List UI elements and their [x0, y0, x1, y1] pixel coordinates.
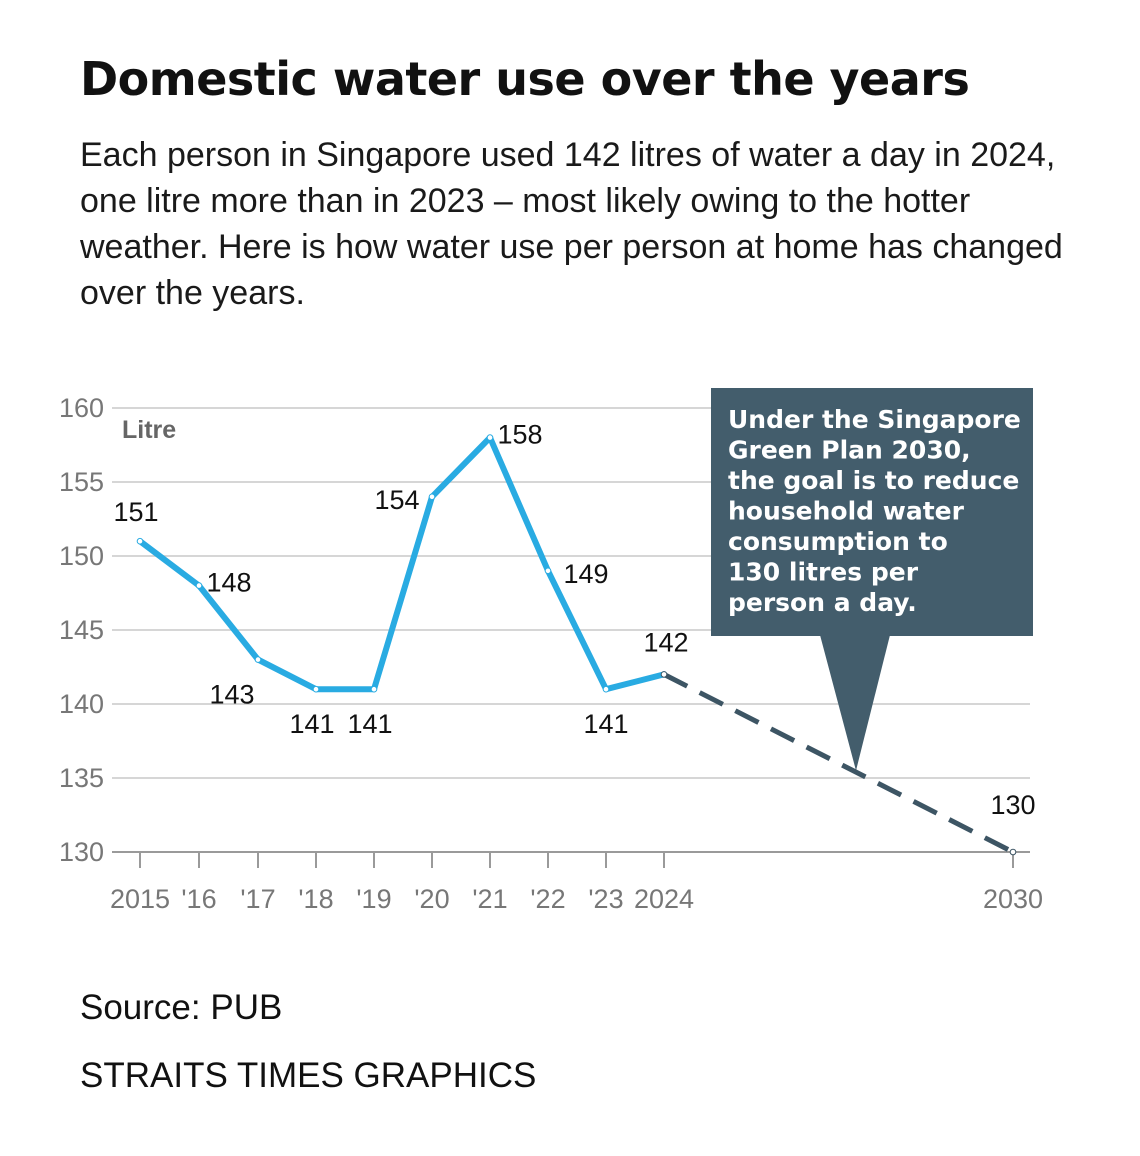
chart-title: Domestic water use over the years — [80, 52, 970, 106]
y-tick-label: 135 — [59, 763, 104, 793]
y-axis: 160 155 150 145 140 135 130 — [59, 393, 104, 867]
chart-subtitle: Each person in Singapore used 142 litres… — [80, 136, 1063, 312]
x-tick-label: 2015 — [110, 884, 170, 914]
y-tick-label: 130 — [59, 837, 104, 867]
data-label: 148 — [206, 568, 251, 598]
data-label: 130 — [990, 790, 1035, 820]
data-point — [544, 567, 552, 575]
data-label: 154 — [374, 485, 419, 515]
callout-pointer — [820, 635, 890, 771]
x-tick-label: '19 — [356, 884, 391, 914]
callout-text-line: the goal is to reduce — [728, 466, 1019, 495]
data-label: 143 — [209, 680, 254, 710]
y-axis-unit-label: Litre — [122, 416, 176, 444]
data-point — [486, 434, 494, 441]
gridlines — [112, 407, 1030, 853]
y-tick-label: 150 — [59, 541, 104, 571]
graphics-credit: STRAITS TIMES GRAPHICS — [80, 1056, 537, 1095]
callout-box — [711, 388, 1033, 636]
data-label: 151 — [113, 497, 158, 527]
data-point — [195, 582, 203, 589]
data-labels: 151 148 143 141 141 154 158 149 141 142 130 — [113, 420, 1035, 820]
data-point — [428, 493, 436, 501]
x-tick-label: 2030 — [983, 884, 1043, 914]
data-label: 141 — [289, 709, 334, 739]
y-tick-label: 145 — [59, 615, 104, 645]
data-point — [136, 537, 144, 545]
callout-text-line: 130 litres per — [728, 558, 919, 587]
target-line — [662, 672, 1015, 855]
callout-text-line: Green Plan 2030, — [728, 436, 971, 465]
callout-text-line: consumption to — [728, 527, 948, 556]
x-axis: 2015 '16 '17 '18 '19 '20 '21 '22 '23 2024 2030 — [110, 852, 1043, 914]
data-point — [254, 656, 262, 663]
actual-usage-line — [137, 434, 667, 693]
callout-text-line: Under the Singapore — [728, 405, 1021, 434]
data-point — [312, 685, 320, 693]
callout-text-line: household water — [728, 497, 965, 526]
data-label: 141 — [347, 709, 392, 739]
data-point — [1009, 848, 1017, 856]
x-tick-label: '17 — [240, 884, 275, 914]
data-label: 149 — [563, 559, 608, 589]
x-tick-label: '20 — [414, 884, 449, 914]
y-tick-label: 160 — [59, 393, 104, 423]
x-tick-label: '18 — [298, 884, 333, 914]
data-label: 141 — [583, 709, 628, 739]
source-note: Source: PUB — [80, 988, 283, 1027]
x-tick-label: '16 — [181, 884, 216, 914]
callout-text-line: person a day. — [728, 588, 917, 617]
data-label: 142 — [643, 627, 688, 657]
data-label: 158 — [497, 420, 542, 450]
data-point — [660, 671, 668, 678]
data-point — [602, 685, 610, 693]
x-tick-label: '23 — [588, 884, 623, 914]
y-tick-label: 155 — [59, 467, 104, 497]
x-tick-label: '22 — [530, 884, 565, 914]
x-tick-label: '21 — [472, 884, 507, 914]
x-tick-label: 2024 — [634, 884, 694, 914]
data-point — [370, 685, 378, 693]
line-chart: 160 155 150 145 140 135 130 Litre Under the Si… — [59, 388, 1043, 914]
y-tick-label: 140 — [59, 689, 104, 719]
series-layer — [136, 434, 1017, 856]
